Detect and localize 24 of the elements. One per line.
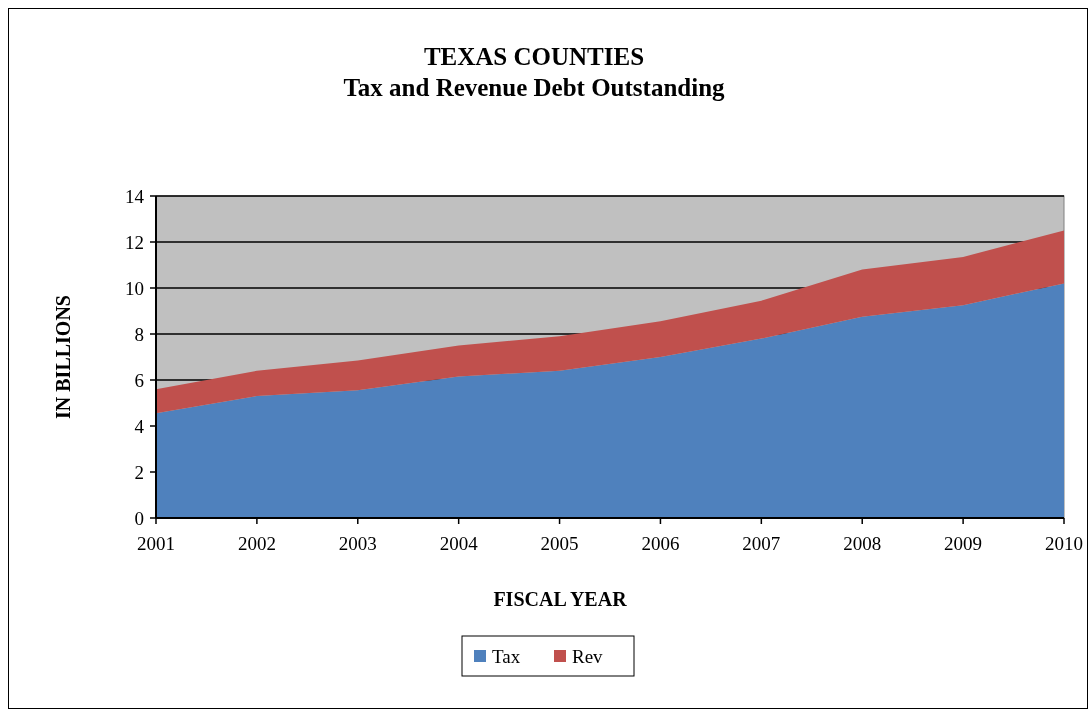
y-tick-label: 14 xyxy=(125,185,145,207)
y-tick-label: 10 xyxy=(125,277,144,299)
x-tick-label: 2010 xyxy=(1045,533,1083,554)
y-tick-label: 0 xyxy=(134,507,144,529)
x-axis-title: FISCAL YEAR xyxy=(493,588,628,610)
x-tick-label: 2004 xyxy=(439,533,479,554)
y-tick-label: 8 xyxy=(134,323,144,345)
x-tick-label: 2009 xyxy=(944,533,983,554)
y-tick-label: 2 xyxy=(134,461,144,483)
legend-label: Tax xyxy=(492,646,521,667)
x-tick-label: 2007 xyxy=(742,533,781,554)
x-tick-label: 2001 xyxy=(137,533,175,554)
y-tick-label: 12 xyxy=(125,231,144,253)
chart-subtitle: Tax and Revenue Debt Outstanding xyxy=(343,74,726,101)
y-axis-title: IN BILLIONS xyxy=(52,295,74,419)
x-tick-label: 2003 xyxy=(338,533,377,554)
x-tick-label: 2006 xyxy=(641,533,680,554)
chart-title: TEXAS COUNTIES xyxy=(423,43,645,70)
x-tick-label: 2008 xyxy=(843,533,882,554)
legend-label: Rev xyxy=(572,646,604,667)
x-tick-label: 2002 xyxy=(237,533,276,554)
y-tick-label: 4 xyxy=(134,415,145,437)
y-tick-label: 6 xyxy=(134,369,144,391)
x-tick-label: 2005 xyxy=(540,533,579,554)
